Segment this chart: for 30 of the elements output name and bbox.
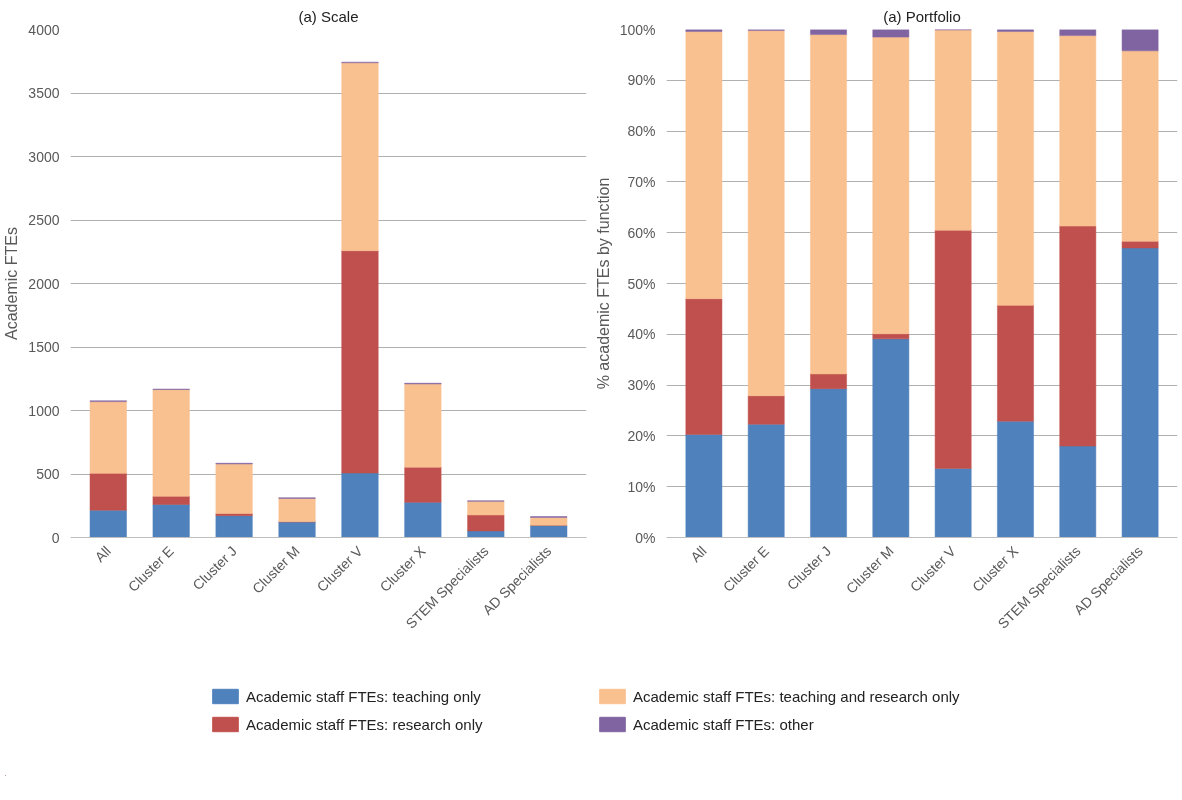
y-tick-label: 4000 — [28, 21, 60, 38]
y-tick-label: 0 — [51, 529, 60, 546]
y-tick-label: 70% — [627, 173, 656, 190]
y-tick-label: 90% — [627, 72, 656, 89]
x-tick-label: All — [91, 542, 114, 566]
y-axis-title: % academic FTEs by function — [594, 177, 612, 390]
y-tick-label: 3500 — [28, 85, 60, 101]
y-tick-label: 1500 — [28, 339, 60, 355]
chart-title: (a) Portfolio — [883, 7, 961, 25]
y-tick-label: 1000 — [28, 402, 60, 419]
y-tick-label: 40% — [627, 326, 656, 343]
legend-label: Academic staff FTEs: teaching only — [246, 687, 482, 705]
y-tick-label: 100% — [619, 21, 656, 38]
y-tick-label: 2500 — [28, 212, 60, 228]
y-tick-label: 2000 — [28, 275, 60, 292]
y-tick-label: 0% — [635, 529, 656, 546]
y-tick-label: 30% — [627, 377, 656, 394]
y-tick-label: 60% — [627, 224, 656, 241]
legend-label: Academic staff FTEs: teaching and research only — [633, 687, 961, 705]
y-axis-title: Academic FTEs — [3, 227, 21, 340]
y-tick-label: 500 — [36, 466, 60, 482]
y-tick-label: 3000 — [28, 148, 60, 165]
y-tick-label: 50% — [627, 275, 656, 292]
chart-title: (a) Scale — [298, 7, 359, 25]
y-tick-label: 80% — [627, 123, 656, 140]
y-tick-label: 10% — [627, 478, 656, 495]
legend-label: Academic staff FTEs: other — [633, 715, 815, 733]
x-tick-label: All — [687, 542, 710, 566]
y-tick-label: 20% — [627, 427, 656, 444]
legend-label: Academic staff FTEs: research only — [246, 715, 484, 733]
